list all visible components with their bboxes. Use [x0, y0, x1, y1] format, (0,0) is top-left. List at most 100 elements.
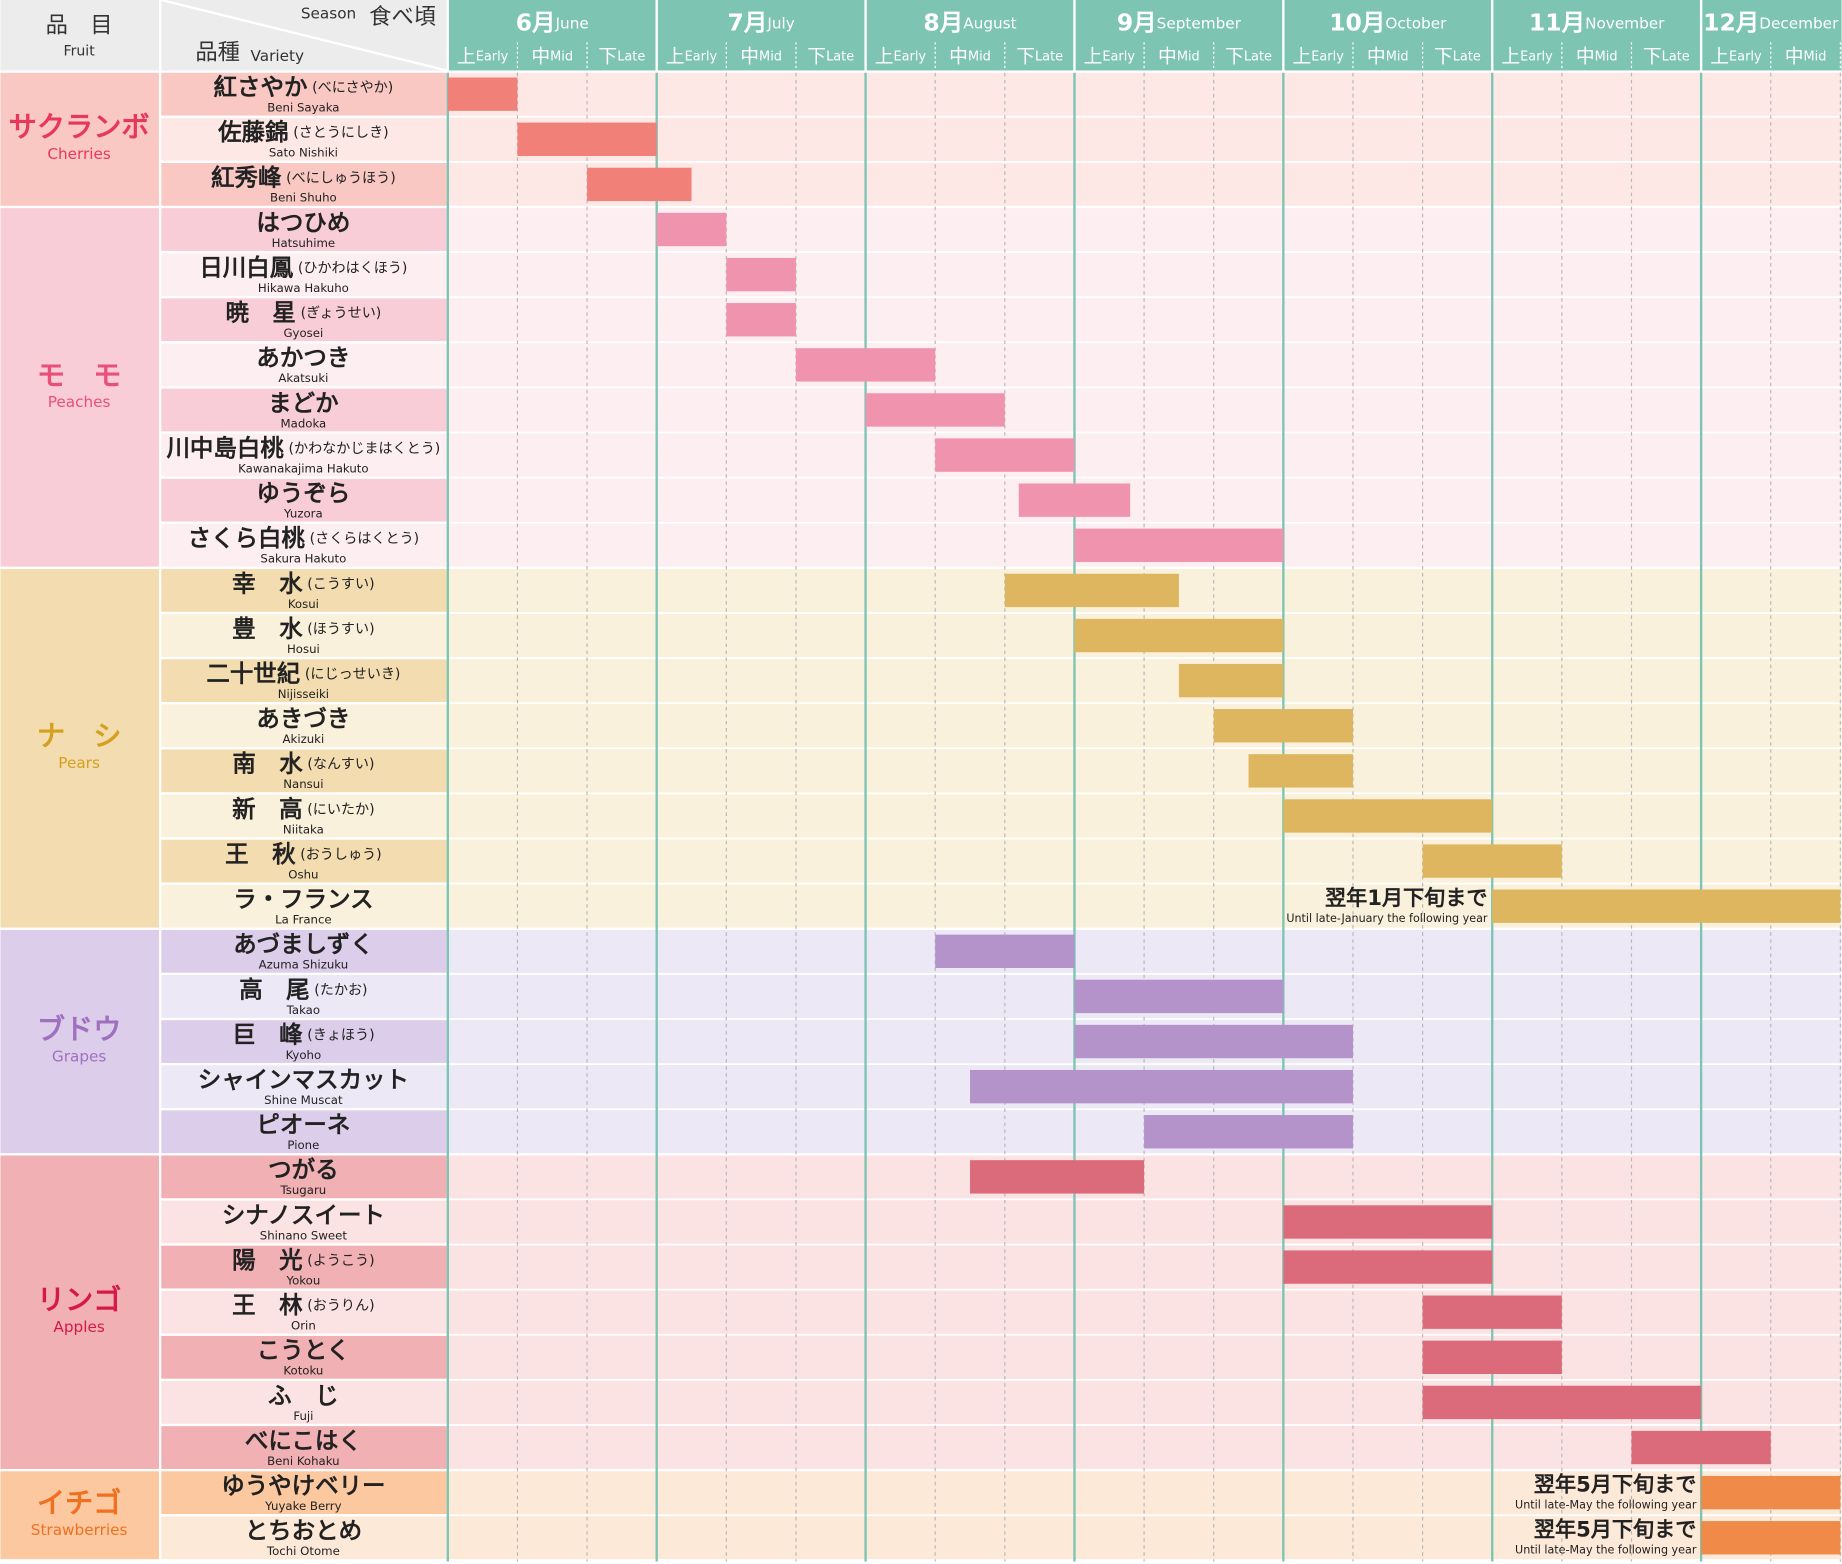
period-label: 中Mid: [1785, 45, 1827, 67]
variety-romaji: Shinano Sweet: [260, 1228, 348, 1242]
month-label: 9月September: [1117, 8, 1242, 36]
variety-romaji: Yuyake Berry: [264, 1499, 341, 1513]
variety-name: 暁 星: [225, 298, 295, 326]
variety-name: まどか: [268, 388, 339, 416]
season-bar: [1074, 528, 1284, 562]
period-ja: 中: [1785, 45, 1804, 67]
month-label: 8月August: [923, 8, 1016, 36]
variety-reading: (なんすい): [307, 757, 374, 773]
group-cell: [0, 569, 159, 928]
variety-name: ふ じ: [268, 1381, 338, 1409]
variety-cell: [161, 1020, 447, 1063]
variety-romaji: Kosui: [288, 597, 319, 611]
variety-romaji: Tochi Otome: [266, 1544, 340, 1558]
variety-romaji: Shine Muscat: [264, 1093, 343, 1107]
variety-romaji: Hosui: [287, 642, 320, 656]
period-en: Early: [685, 49, 718, 64]
variety-cell: [161, 253, 447, 297]
fruit-header-en: Fruit: [64, 44, 96, 60]
season-bar: [1283, 799, 1493, 833]
variety-name: さくら白桃: [188, 524, 306, 552]
variety-romaji: Sakura Hakuto: [260, 552, 346, 566]
month-ja: 10月: [1329, 8, 1385, 36]
variety-romaji: Orin: [291, 1319, 316, 1333]
period-en: Mid: [759, 49, 782, 64]
variety-cell: [161, 478, 447, 522]
period-en: Mid: [1386, 49, 1409, 64]
group-name-ja: ブドウ: [37, 1013, 122, 1046]
variety-label: 高 尾 (たかお): [239, 975, 367, 1003]
period-ja: 上: [1501, 45, 1520, 67]
period-label: 上Early: [1292, 45, 1344, 67]
variety-romaji: Akatsuki: [278, 371, 328, 385]
season-bar: [970, 1069, 1353, 1104]
group-name-ja: ナ シ: [37, 720, 122, 753]
variety-label: 巨 峰 (きょほう): [232, 1020, 374, 1048]
period-ja: 上: [666, 45, 685, 67]
variety-cell: [161, 1155, 447, 1199]
season-bar: [1701, 1475, 1841, 1510]
season-bar: [1004, 573, 1179, 608]
variety-romaji: Beni Sayaka: [267, 101, 339, 115]
variety-reading: (ひかわはくほう): [298, 261, 408, 277]
variety-reading: (おうりん): [307, 1298, 374, 1314]
period-ja: 中: [949, 45, 968, 67]
season-bar: [1492, 889, 1841, 923]
variety-cell: [161, 929, 447, 973]
variety-label: ふ じ: [268, 1381, 338, 1409]
note-en: Until late-May the following year: [1515, 1543, 1697, 1556]
variety-name: ピオーネ: [256, 1110, 350, 1138]
period-label: 下Late: [1016, 46, 1063, 67]
variety-reading: (たかお): [314, 982, 367, 998]
period-en: Late: [826, 49, 854, 64]
variety-label: 陽 光 (ようこう): [232, 1245, 374, 1273]
period-ja: 中: [1367, 45, 1386, 67]
period-ja: 下: [807, 46, 826, 67]
month-ja: 12月: [1703, 8, 1759, 36]
variety-romaji: Yokou: [285, 1273, 320, 1287]
variety-label: シャインマスカット: [198, 1065, 409, 1093]
variety-romaji: Azuma Shizuku: [259, 958, 349, 972]
fruit-header-cell: [0, 0, 159, 71]
month-label: 12月December: [1703, 8, 1839, 36]
period-label: 下Late: [1643, 46, 1690, 67]
variety-cell: [161, 659, 447, 703]
variety-label: 紅さやか (べにさやか): [214, 73, 394, 101]
variety-label: あづましずく: [233, 930, 373, 958]
group-cell: [0, 1471, 159, 1560]
variety-name: べにこはく: [245, 1426, 362, 1454]
group-cell: [0, 1155, 159, 1469]
month-en: October: [1385, 14, 1447, 32]
variety-header-ja: 品種: [195, 39, 240, 65]
period-en: Early: [1311, 49, 1344, 64]
variety-romaji: Oshu: [288, 867, 318, 881]
variety-romaji: Kawanakajima Hakuto: [238, 461, 368, 475]
variety-label: あきづき: [256, 704, 350, 732]
variety-cell: [161, 388, 447, 432]
variety-label: まどか: [268, 388, 339, 416]
variety-name: はつひめ: [256, 208, 350, 236]
variety-label: さくら白桃 (さくらはくとう): [188, 524, 420, 552]
variety-romaji: Beni Shuho: [270, 191, 337, 205]
variety-romaji: Yuzora: [283, 507, 323, 521]
variety-cell: [161, 1516, 447, 1560]
group-name-ja: サクランボ: [9, 111, 150, 144]
period-label: 中Mid: [1367, 45, 1409, 67]
note-en: Until late-May the following year: [1515, 1498, 1697, 1511]
variety-label: とちおとめ: [245, 1516, 362, 1544]
variety-cell: [161, 208, 447, 251]
variety-label: 川中島白桃 (かわなかじまはくとう): [166, 433, 440, 461]
season-bar: [970, 1160, 1145, 1194]
season-bar: [517, 122, 657, 156]
variety-romaji: Kotoku: [283, 1364, 323, 1378]
variety-reading: (おうしゅう): [300, 847, 381, 863]
variety-romaji: Gyosei: [283, 326, 323, 340]
variety-reading: (べにしゅうほう): [286, 170, 396, 186]
variety-name: 新 高: [232, 794, 302, 822]
variety-romaji: Nijisseiki: [278, 687, 329, 701]
fruit-header-ja: 品 目: [46, 12, 113, 38]
period-label: 下Late: [1225, 46, 1272, 67]
note-en: Until late-January the following year: [1286, 912, 1488, 925]
variety-label: 王 秋 (おうしゅう): [225, 839, 381, 867]
